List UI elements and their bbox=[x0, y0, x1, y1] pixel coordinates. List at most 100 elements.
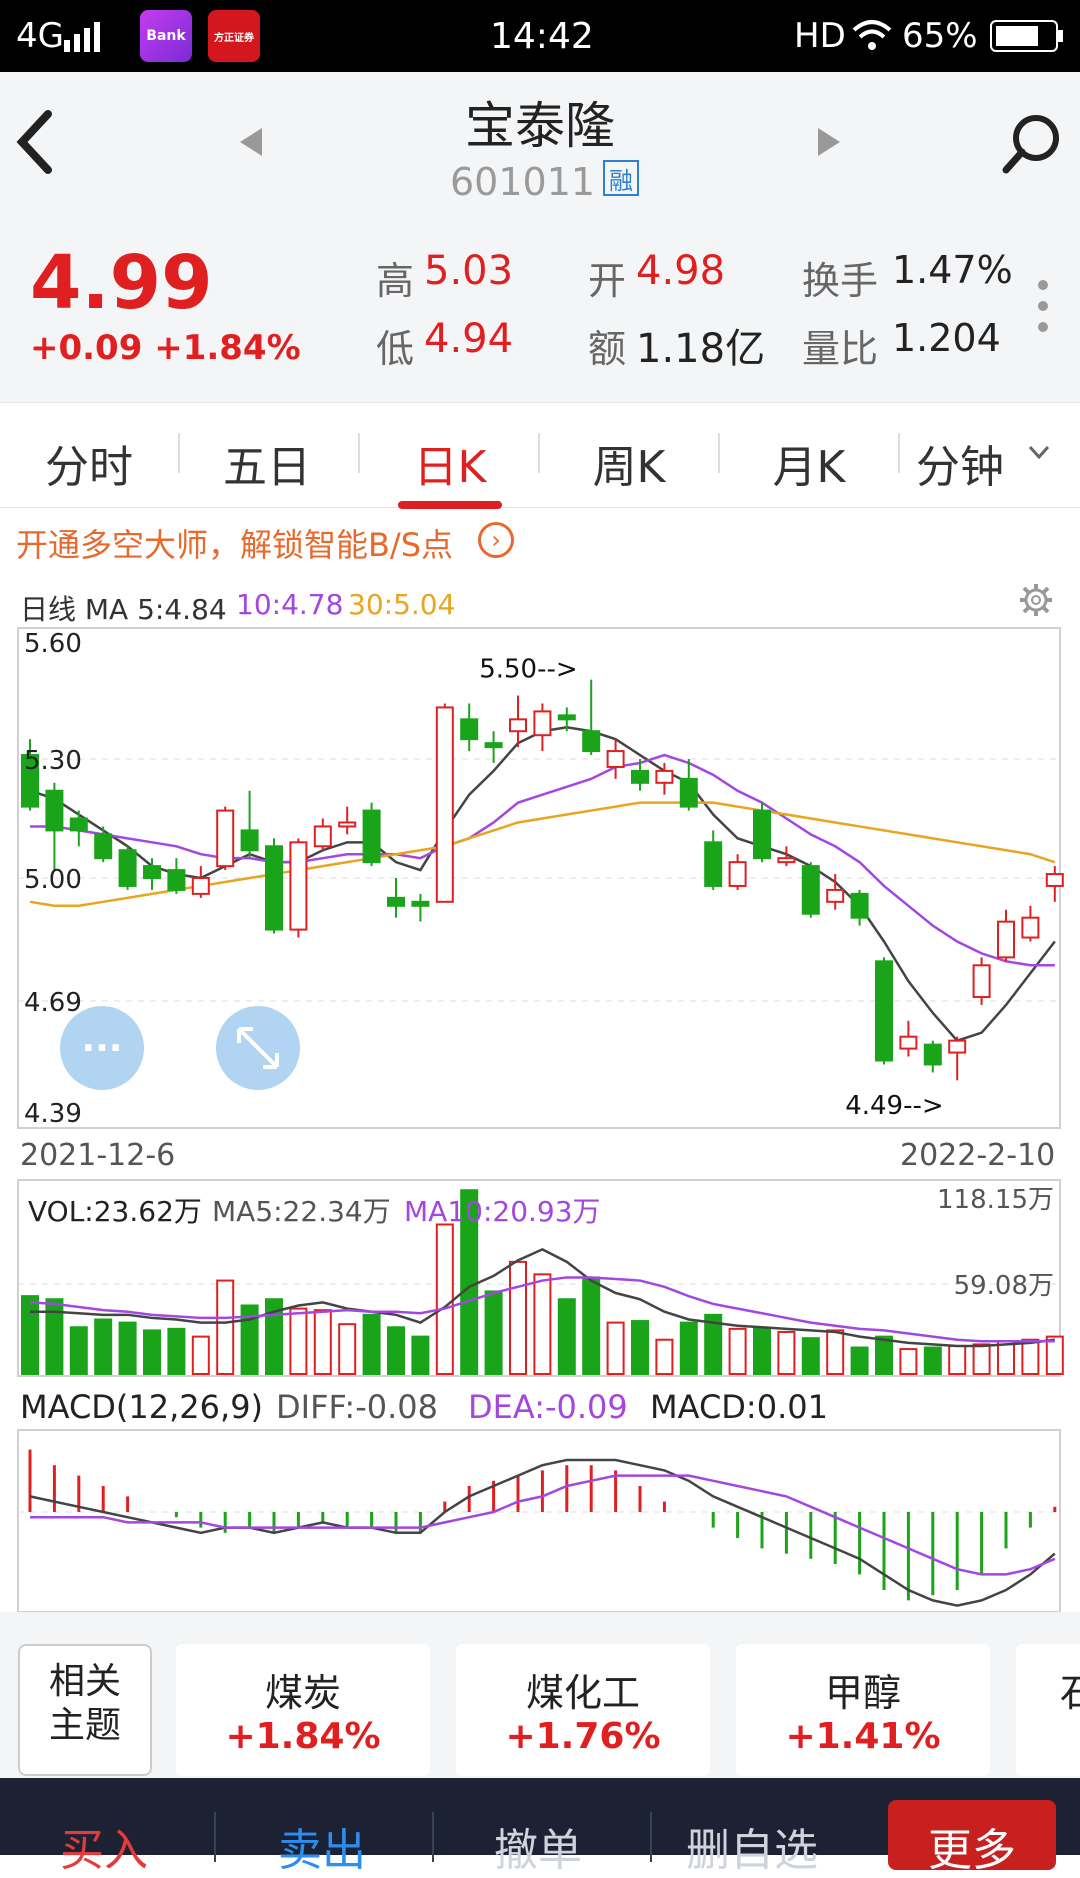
candle bbox=[850, 889, 869, 926]
candle bbox=[338, 806, 357, 835]
theme-name: 石 bbox=[1060, 1671, 1080, 1715]
volume-bar bbox=[435, 1223, 454, 1375]
vol-max-tick: 118.15万 bbox=[937, 1185, 1054, 1215]
candle-body bbox=[484, 742, 503, 749]
candle-body bbox=[191, 877, 210, 895]
vol-mid-tick: 59.08万 bbox=[954, 1271, 1054, 1301]
related-themes-label[interactable]: 相关主题 bbox=[18, 1644, 152, 1776]
vol-legend: VOL:23.62万 bbox=[28, 1195, 202, 1228]
volume-bar bbox=[362, 1313, 381, 1375]
candle bbox=[362, 802, 381, 867]
theme-card[interactable]: 煤化工 +1.76% bbox=[456, 1644, 710, 1776]
volume-chart[interactable]: 118.15万 59.08万 bbox=[0, 1178, 1080, 1378]
theme-name: 煤化工 bbox=[525, 1671, 640, 1715]
candle-body bbox=[435, 706, 454, 903]
vol-ma10-legend: MA10:20.93万 bbox=[404, 1195, 601, 1228]
prev-stock-icon[interactable] bbox=[240, 128, 262, 156]
candle-body bbox=[875, 960, 893, 1062]
volume-bar bbox=[826, 1329, 845, 1375]
volume-bar bbox=[997, 1340, 1015, 1375]
chevron-right-circle-icon[interactable]: › bbox=[478, 522, 514, 558]
battery-icon bbox=[990, 20, 1063, 52]
volume-bar bbox=[582, 1276, 601, 1375]
fullscreen-button[interactable] bbox=[216, 1006, 300, 1090]
tab-weekly-k[interactable]: 周K bbox=[592, 442, 666, 493]
back-icon[interactable] bbox=[14, 110, 54, 174]
ma10-line bbox=[30, 753, 1055, 967]
candle-body bbox=[411, 900, 430, 907]
candle-body bbox=[972, 964, 991, 999]
search-icon[interactable] bbox=[1000, 112, 1064, 176]
candle bbox=[631, 759, 649, 791]
candle-body bbox=[606, 750, 625, 768]
dea-line bbox=[30, 1474, 1056, 1576]
candle-body bbox=[387, 896, 405, 907]
candle bbox=[777, 846, 796, 867]
stock-code: 601011 bbox=[450, 160, 596, 204]
high-annotation: 5.50--> bbox=[479, 655, 577, 685]
candle bbox=[704, 830, 723, 890]
volume-bar bbox=[45, 1298, 64, 1375]
candle-body bbox=[704, 841, 723, 887]
candle-body bbox=[509, 718, 527, 733]
candle bbox=[972, 957, 991, 1005]
stock-name: 宝泰隆 bbox=[465, 97, 615, 155]
y-tick-label: 5.60 bbox=[24, 629, 82, 659]
tab-daily-k[interactable]: 日K bbox=[413, 442, 487, 493]
candle bbox=[1021, 905, 1040, 942]
wifi-icon bbox=[852, 20, 892, 50]
margin-badge: 融 bbox=[603, 160, 639, 196]
divider bbox=[432, 1812, 434, 1862]
vol-ratio-value: 1.204 bbox=[892, 316, 1001, 360]
macd-value-legend: MACD:0.01 bbox=[650, 1388, 828, 1426]
high-label: 高 bbox=[376, 259, 415, 303]
remove-watchlist-button[interactable]: 删自选 bbox=[686, 1825, 818, 1876]
candle-body bbox=[826, 888, 845, 903]
volume-bar bbox=[875, 1335, 893, 1375]
more-button[interactable]: 更多 bbox=[888, 1800, 1056, 1876]
volume-bar bbox=[216, 1279, 235, 1375]
tab-divider bbox=[358, 433, 360, 473]
promo-banner[interactable]: 开通多空大师，解锁智能B/S点 bbox=[16, 526, 454, 564]
tab-five-day[interactable]: 五日 bbox=[223, 442, 311, 493]
chevron-down-icon[interactable] bbox=[1028, 445, 1050, 461]
candle bbox=[655, 762, 674, 795]
more-chart-options-button[interactable]: ··· bbox=[60, 1006, 144, 1090]
volume-bar bbox=[313, 1309, 332, 1375]
macd-chart[interactable] bbox=[0, 1428, 1080, 1614]
volume-bar bbox=[484, 1290, 503, 1375]
next-stock-icon[interactable] bbox=[818, 128, 840, 156]
candle-body bbox=[777, 857, 796, 864]
open-label: 开 bbox=[588, 259, 627, 303]
tab-monthly-k[interactable]: 月K bbox=[772, 442, 846, 493]
start-date: 2021-12-6 bbox=[20, 1138, 176, 1173]
volume-bar bbox=[338, 1323, 357, 1375]
candle-body bbox=[265, 845, 283, 931]
theme-card[interactable]: 煤炭 +1.84% bbox=[176, 1644, 430, 1776]
tab-divider bbox=[538, 433, 540, 473]
tab-intraday[interactable]: 分时 bbox=[45, 442, 133, 493]
candle bbox=[435, 703, 454, 903]
candle bbox=[582, 679, 601, 756]
y-tick-label: 5.00 bbox=[24, 865, 82, 895]
more-options-icon[interactable] bbox=[1036, 278, 1050, 334]
current-price: 4.99 bbox=[30, 240, 213, 326]
candle-body bbox=[533, 710, 552, 737]
candle bbox=[21, 739, 39, 811]
buy-button[interactable]: 买入 bbox=[60, 1825, 148, 1876]
candle-body bbox=[1021, 916, 1040, 939]
tab-minute[interactable]: 分钟 bbox=[916, 442, 1004, 493]
candle bbox=[118, 846, 137, 890]
theme-card[interactable]: 甲醇 +1.41% bbox=[736, 1644, 990, 1776]
theme-card-partial[interactable]: 石 bbox=[1016, 1644, 1080, 1776]
candlestick-chart[interactable]: 5.60 5.30 5.00 4.69 4.39 5.50--> 4.49--> bbox=[0, 620, 1080, 1130]
candle bbox=[753, 802, 771, 863]
candle bbox=[240, 790, 259, 859]
candle bbox=[509, 695, 527, 748]
candle-body bbox=[948, 1039, 967, 1054]
related-themes-text: 相关主题 bbox=[49, 1661, 122, 1746]
cancel-order-button[interactable]: 撤单 bbox=[494, 1825, 582, 1876]
sell-button[interactable]: 卖出 bbox=[278, 1825, 366, 1876]
settings-gear-icon[interactable] bbox=[1018, 582, 1054, 618]
candle-body bbox=[338, 821, 357, 828]
